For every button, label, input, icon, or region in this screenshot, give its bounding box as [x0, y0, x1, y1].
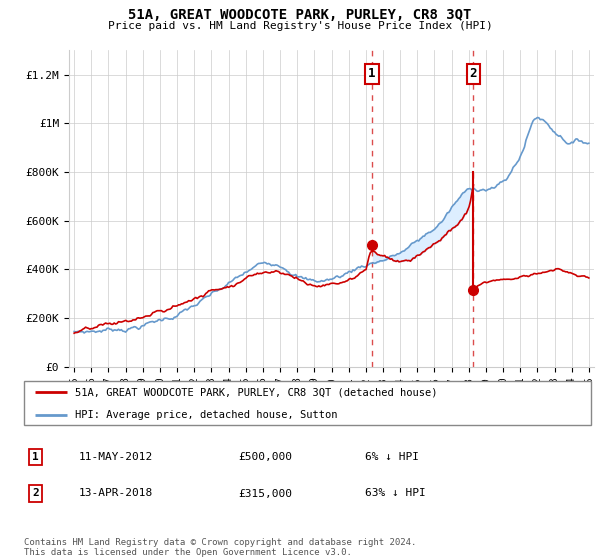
- Text: HPI: Average price, detached house, Sutton: HPI: Average price, detached house, Sutt…: [76, 410, 338, 420]
- Text: £315,000: £315,000: [239, 488, 293, 498]
- Text: 2: 2: [32, 488, 39, 498]
- Text: 2: 2: [470, 67, 477, 81]
- Text: 13-APR-2018: 13-APR-2018: [79, 488, 152, 498]
- FancyBboxPatch shape: [24, 381, 591, 425]
- Text: Price paid vs. HM Land Registry's House Price Index (HPI): Price paid vs. HM Land Registry's House …: [107, 21, 493, 31]
- Text: 6% ↓ HPI: 6% ↓ HPI: [365, 452, 419, 462]
- Text: 1: 1: [32, 452, 39, 462]
- Text: 51A, GREAT WOODCOTE PARK, PURLEY, CR8 3QT: 51A, GREAT WOODCOTE PARK, PURLEY, CR8 3Q…: [128, 8, 472, 22]
- Text: 51A, GREAT WOODCOTE PARK, PURLEY, CR8 3QT (detached house): 51A, GREAT WOODCOTE PARK, PURLEY, CR8 3Q…: [76, 388, 438, 398]
- Text: 63% ↓ HPI: 63% ↓ HPI: [365, 488, 425, 498]
- Text: £500,000: £500,000: [239, 452, 293, 462]
- Text: 11-MAY-2012: 11-MAY-2012: [79, 452, 152, 462]
- Text: 1: 1: [368, 67, 376, 81]
- Text: Contains HM Land Registry data © Crown copyright and database right 2024.
This d: Contains HM Land Registry data © Crown c…: [24, 538, 416, 557]
